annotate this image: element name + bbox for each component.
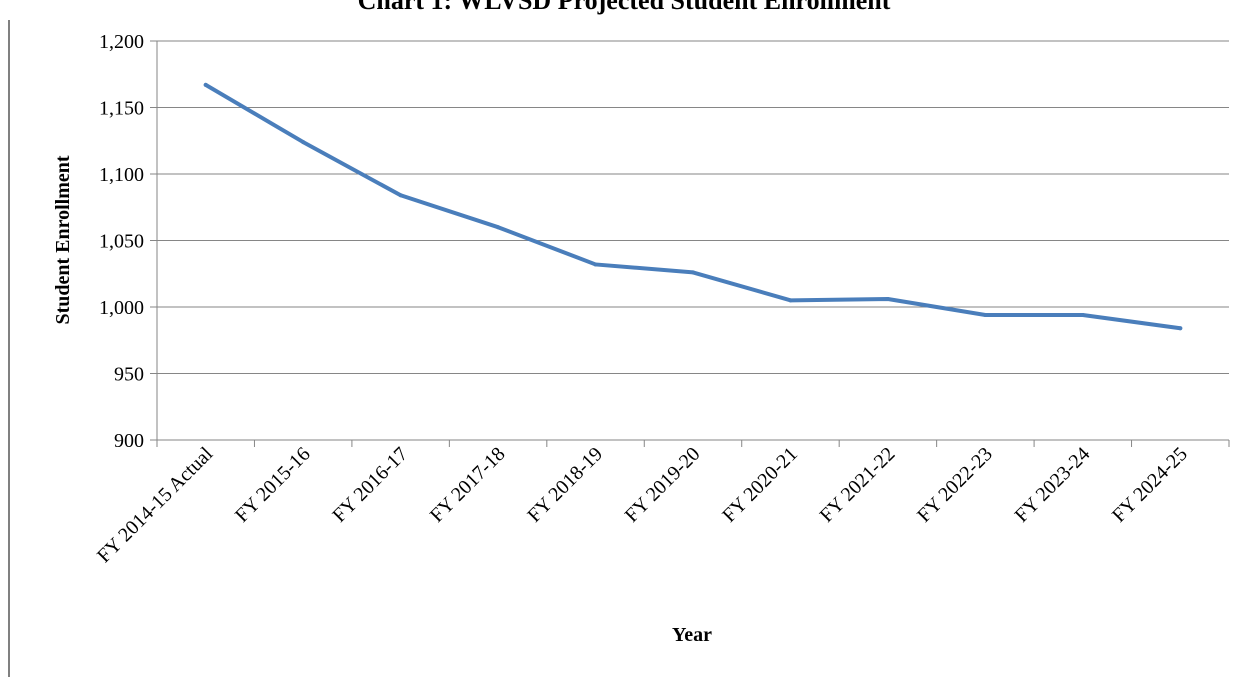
x-tick-label: FY 2016-17: [328, 443, 412, 527]
y-axis-label: Student Enrollment: [52, 155, 74, 324]
y-tick-label: 1,100: [99, 164, 144, 186]
x-tick-label: FY 2022-23: [913, 443, 997, 527]
data-point: [203, 82, 208, 87]
data-point: [593, 262, 598, 267]
y-tick-label: 1,200: [99, 31, 144, 53]
y-tick-labels: 900 950 1,000 1,050 1,100 1,150 1,200: [99, 31, 144, 452]
y-tick-label: 1,050: [99, 231, 144, 253]
x-tick-label: FY 2018-19: [523, 443, 607, 527]
series-lines: [203, 82, 1183, 331]
x-tick-label: FY 2014-15 Actual: [93, 443, 218, 568]
data-point: [398, 193, 403, 198]
data-point: [788, 298, 793, 303]
y-tick-label: 1,150: [99, 98, 144, 120]
x-axis-label: Year: [672, 624, 712, 646]
x-tick-labels: FY 2014-15 Actual FY 2015-16 FY 2016-17 FY …: [93, 443, 1192, 568]
data-point: [1080, 312, 1085, 317]
data-point: [301, 140, 306, 145]
axes: [150, 40, 1230, 447]
chart-title: Chart 1: WLVSD Projected Student Enrollm…: [357, 0, 891, 15]
x-tick-label: FY 2024-25: [1108, 443, 1192, 527]
x-tick-label: FY 2023-24: [1011, 443, 1095, 527]
x-tick-label: FY 2021-22: [816, 443, 900, 527]
y-tick-label: 900: [114, 430, 144, 452]
x-tick-label: FY 2020-21: [718, 443, 802, 527]
y-tick-label: 950: [114, 364, 144, 386]
data-point: [1178, 326, 1183, 331]
x-tick-label: FY 2015-16: [231, 443, 315, 527]
gridlines: [157, 40, 1229, 374]
x-tick-label: FY 2017-18: [426, 443, 510, 527]
data-point: [885, 297, 890, 302]
y-tick-label: 1,000: [99, 297, 144, 319]
data-point: [496, 225, 501, 230]
data-point: [691, 270, 695, 275]
x-tick-label: FY 2019-20: [621, 443, 705, 527]
series-line: [203, 82, 1183, 331]
data-point: [983, 312, 988, 317]
